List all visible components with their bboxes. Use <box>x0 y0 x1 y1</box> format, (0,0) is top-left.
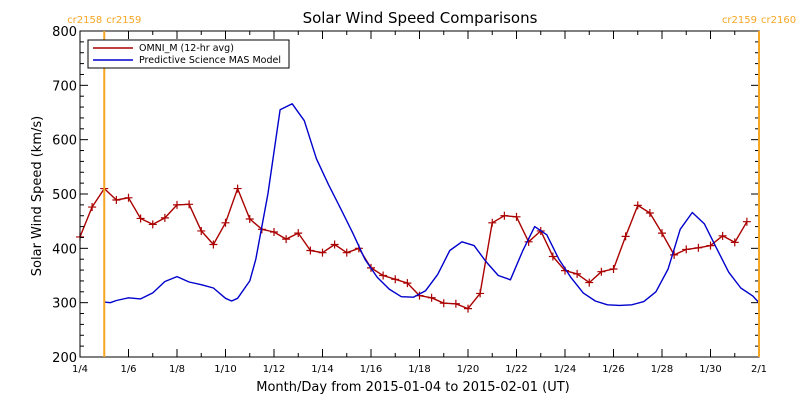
omni-data-point <box>658 229 666 238</box>
rotation-label: cr2159 <box>722 15 757 26</box>
x-tick-label: 1/18 <box>408 364 430 375</box>
legend: OMNI_M (12-hr avg) Predictive Science MA… <box>87 39 290 69</box>
x-tick-label: 1/22 <box>505 364 527 375</box>
x-tick-label: 1/14 <box>311 364 333 375</box>
omni-data-point <box>585 278 594 287</box>
omni-data-point <box>500 211 509 220</box>
x-tick-label: 1/4 <box>72 364 88 375</box>
omni-data-point <box>233 184 242 193</box>
x-tick-label: 1/24 <box>554 364 576 375</box>
legend-label-omni: OMNI_M (12-hr avg) <box>139 43 234 54</box>
omni-data-point <box>742 217 751 226</box>
omni-series-line <box>79 187 748 310</box>
omni-data-point <box>706 241 715 250</box>
omni-data-point <box>88 203 97 212</box>
omni-data-point <box>318 248 327 257</box>
y-tick-label: 800 <box>52 25 77 40</box>
omni-data-point <box>160 213 169 222</box>
omni-data-point <box>548 252 557 261</box>
omni-data-point <box>221 218 230 227</box>
omni-data-point <box>403 279 412 288</box>
x-tick-label: 1/20 <box>457 364 479 375</box>
omni-data-point <box>136 214 145 223</box>
omni-data-point <box>379 271 388 280</box>
omni-data-point <box>330 240 339 249</box>
omni-data-point <box>730 238 739 247</box>
omni-data-point <box>245 214 254 223</box>
omni-data-point <box>197 226 206 235</box>
mas-series-line <box>104 103 760 307</box>
x-tick-label: 2/1 <box>751 364 767 375</box>
omni-data-point <box>451 299 460 308</box>
omni-data-point <box>294 229 303 238</box>
omni-data-point <box>488 218 497 227</box>
omni-data-point <box>597 267 606 276</box>
x-tick-label: 1/8 <box>169 364 185 375</box>
omni-data-point <box>512 212 521 221</box>
rotation-markers: cr2158 cr2159 cr2159 cr2160 <box>67 15 796 357</box>
omni-data-point <box>670 250 679 259</box>
y-tick-label: 600 <box>52 134 77 149</box>
x-tick-label: 1/16 <box>360 364 382 375</box>
x-tick-label: 1/26 <box>602 364 624 375</box>
omni-data-point <box>391 275 400 284</box>
omni-data-point <box>621 232 630 241</box>
omni-data-point <box>306 246 315 255</box>
x-tick-label: 1/6 <box>120 364 136 375</box>
x-tick-label: 1/28 <box>651 364 673 375</box>
rotation-label: cr2160 <box>761 15 796 26</box>
y-tick-label: 500 <box>52 188 77 203</box>
x-tick-label: 1/10 <box>214 364 236 375</box>
omni-data-point <box>185 200 194 209</box>
omni-data-point <box>718 231 727 240</box>
omni-data-point <box>270 228 278 237</box>
omni-data-point <box>694 243 703 252</box>
omni-data-point <box>427 293 436 302</box>
rotation-label: cr2158 <box>67 15 102 26</box>
omni-data-point <box>476 289 485 298</box>
axis-ticks: 200 300 400 500 600 700 800 1/4 1/6 1/8 1/10 1/12 1/… <box>52 25 767 375</box>
plot-marks <box>76 103 760 313</box>
omni-data-point <box>209 240 218 249</box>
y-tick-label: 400 <box>52 242 77 257</box>
x-tick-label: 1/30 <box>699 364 721 375</box>
x-axis-label: Month/Day from 2015-01-04 to 2015-02-01 … <box>256 380 569 395</box>
omni-data-point <box>342 248 351 257</box>
omni-data-point <box>609 264 618 273</box>
omni-data-point <box>633 201 642 210</box>
y-tick-label: 300 <box>52 297 77 312</box>
plot-frame <box>79 30 760 358</box>
y-tick-label: 700 <box>52 79 77 94</box>
omni-data-point <box>573 269 582 278</box>
omni-data-point <box>148 220 157 229</box>
rotation-label: cr2159 <box>106 15 141 26</box>
legend-box <box>87 39 290 69</box>
legend-label-mas: Predictive Science MAS Model <box>139 55 281 66</box>
omni-data-point <box>439 299 448 308</box>
omni-data-point <box>112 195 121 204</box>
y-axis-label: Solar Wind Speed (km/s) <box>30 116 45 276</box>
omni-data-point <box>282 235 291 244</box>
omni-data-point <box>645 209 654 218</box>
y-tick-label: 200 <box>52 351 77 366</box>
omni-data-point <box>464 304 472 313</box>
omni-data-point <box>173 200 181 209</box>
x-tick-label: 1/12 <box>263 364 285 375</box>
omni-data-point <box>682 245 691 254</box>
chart-title: Solar Wind Speed Comparisons <box>303 9 538 27</box>
omni-data-point <box>124 193 133 202</box>
